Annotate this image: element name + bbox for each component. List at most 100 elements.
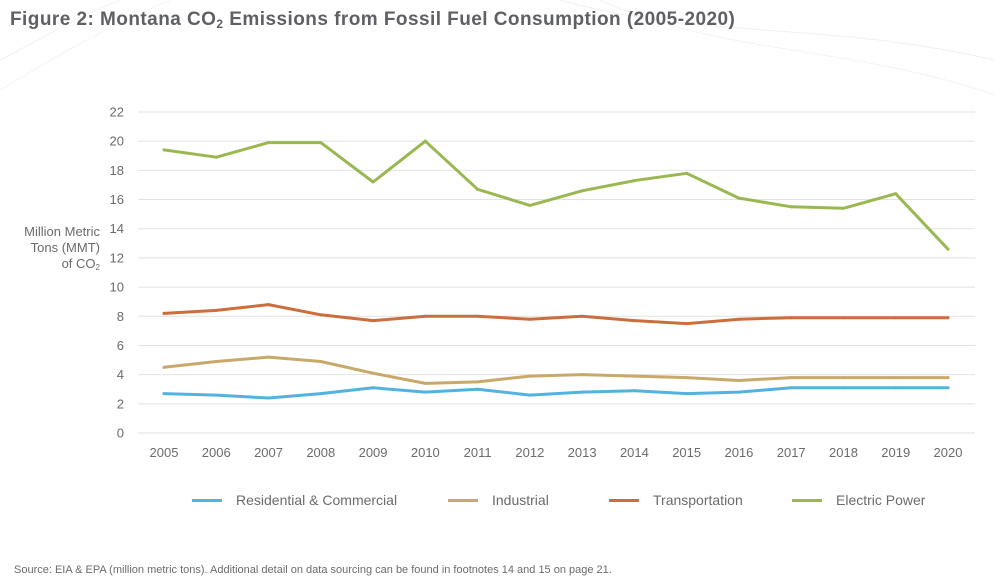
y-tick-label: 8 bbox=[117, 309, 124, 324]
data-point-industrial bbox=[894, 376, 898, 380]
x-tick-label: 2009 bbox=[359, 445, 388, 460]
data-point-industrial bbox=[841, 376, 845, 380]
y-tick-label: 14 bbox=[110, 221, 124, 236]
data-point-electric bbox=[737, 196, 741, 200]
data-point-electric bbox=[580, 189, 584, 193]
data-point-industrial bbox=[476, 380, 480, 384]
data-point-residential bbox=[737, 390, 741, 394]
data-point-residential bbox=[214, 393, 218, 397]
data-point-transportation bbox=[737, 317, 741, 321]
data-point-industrial bbox=[946, 376, 950, 380]
grid-lines bbox=[138, 111, 975, 434]
data-point-transportation bbox=[476, 314, 480, 318]
data-point-residential bbox=[319, 392, 323, 396]
x-tick-label: 2018 bbox=[829, 445, 858, 460]
legend-swatch-transportation bbox=[609, 498, 639, 502]
data-point-transportation bbox=[162, 311, 166, 315]
x-tick-label: 2013 bbox=[568, 445, 597, 460]
x-tick-label: 2010 bbox=[411, 445, 440, 460]
data-point-electric bbox=[267, 141, 271, 145]
data-point-electric bbox=[946, 247, 950, 251]
y-axis-label: Million Metric Tons (MMT) of CO2 bbox=[10, 224, 100, 272]
legend-label-electric: Electric Power bbox=[836, 492, 926, 508]
data-point-residential bbox=[841, 386, 845, 390]
legend-swatch-industrial bbox=[448, 498, 478, 502]
y-tick-label: 2 bbox=[117, 396, 124, 411]
legend-label-residential: Residential & Commercial bbox=[236, 492, 398, 508]
data-point-transportation bbox=[685, 322, 689, 326]
data-point-electric bbox=[476, 187, 480, 191]
data-point-electric bbox=[214, 155, 218, 159]
data-point-industrial bbox=[214, 360, 218, 364]
x-tick-label: 2012 bbox=[515, 445, 544, 460]
x-tick-label: 2005 bbox=[150, 445, 179, 460]
data-point-transportation bbox=[423, 314, 427, 318]
legend-item-transportation: Transportation bbox=[609, 490, 743, 510]
x-tick-label: 2007 bbox=[254, 445, 283, 460]
x-tick-label: 2015 bbox=[672, 445, 701, 460]
series-line-transportation bbox=[162, 303, 950, 326]
y-axis-label-line1: Million Metric bbox=[24, 224, 100, 239]
data-point-residential bbox=[423, 390, 427, 394]
data-point-transportation bbox=[319, 313, 323, 317]
data-point-industrial bbox=[789, 376, 793, 380]
data-point-electric bbox=[894, 192, 898, 196]
data-point-transportation bbox=[946, 316, 950, 320]
data-point-residential bbox=[476, 387, 480, 391]
data-point-residential bbox=[371, 386, 375, 390]
series-line-electric bbox=[162, 139, 950, 251]
source-note: Source: EIA & EPA (million metric tons).… bbox=[14, 564, 612, 576]
data-point-electric bbox=[319, 141, 323, 145]
y-tick-label: 18 bbox=[110, 163, 124, 178]
data-point-transportation bbox=[528, 317, 532, 321]
data-point-industrial bbox=[319, 360, 323, 364]
x-tick-label: 2020 bbox=[934, 445, 963, 460]
data-point-electric bbox=[841, 206, 845, 210]
y-tick-label: 6 bbox=[117, 338, 124, 353]
data-point-residential bbox=[789, 386, 793, 390]
series-line-residential bbox=[162, 386, 950, 400]
chart-title: Figure 2: Montana CO2 Emissions from Fos… bbox=[10, 9, 736, 31]
data-point-residential bbox=[528, 393, 532, 397]
data-point-transportation bbox=[267, 303, 271, 307]
data-point-residential bbox=[632, 389, 636, 393]
data-point-transportation bbox=[371, 319, 375, 323]
x-tick-label: 2014 bbox=[620, 445, 649, 460]
y-tick-label: 16 bbox=[110, 192, 124, 207]
x-tick-label: 2019 bbox=[881, 445, 910, 460]
data-point-industrial bbox=[685, 376, 689, 380]
data-point-industrial bbox=[371, 371, 375, 375]
x-tick-label: 2017 bbox=[777, 445, 806, 460]
data-point-transportation bbox=[632, 319, 636, 323]
chart-legend: Residential & Commercial Industrial Tran… bbox=[0, 490, 995, 510]
y-tick-label: 0 bbox=[117, 426, 124, 441]
y-tick-label: 20 bbox=[110, 134, 124, 149]
data-point-electric bbox=[632, 179, 636, 183]
legend-swatch-residential bbox=[192, 498, 222, 502]
y-tick-label: 22 bbox=[110, 105, 124, 120]
y-axis-label-line3: of CO2 bbox=[61, 256, 100, 272]
legend-label-industrial: Industrial bbox=[492, 492, 549, 508]
legend-item-electric: Electric Power bbox=[792, 490, 925, 510]
data-point-transportation bbox=[580, 314, 584, 318]
data-point-transportation bbox=[841, 316, 845, 320]
data-point-transportation bbox=[789, 316, 793, 320]
data-point-residential bbox=[685, 392, 689, 396]
y-axis-label-line2: Tons (MMT) bbox=[30, 240, 100, 255]
y-tick-label: 4 bbox=[117, 367, 124, 382]
data-point-electric bbox=[789, 205, 793, 209]
data-point-industrial bbox=[528, 374, 532, 378]
data-point-electric bbox=[423, 139, 427, 143]
data-point-residential bbox=[894, 386, 898, 390]
legend-item-residential: Residential & Commercial bbox=[192, 490, 397, 510]
x-tick-label: 2008 bbox=[306, 445, 335, 460]
data-point-industrial bbox=[580, 373, 584, 377]
data-point-industrial bbox=[162, 365, 166, 369]
x-tick-label: 2016 bbox=[724, 445, 753, 460]
y-tick-label: 12 bbox=[110, 250, 124, 265]
x-tick-label: 2011 bbox=[464, 445, 492, 460]
data-point-residential bbox=[162, 392, 166, 396]
legend-label-transportation: Transportation bbox=[653, 492, 743, 508]
x-tick-labels: 2005 2006 2007 2008 2009 2010 2011 2012 2013 2014… bbox=[150, 445, 963, 460]
